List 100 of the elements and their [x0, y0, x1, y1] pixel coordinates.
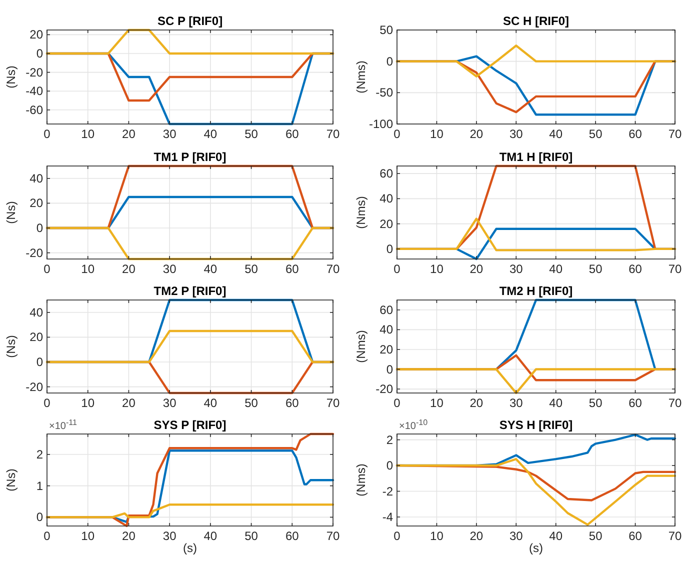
- y-tick-label: 1: [36, 478, 44, 493]
- text: ×10$^{-10}$: [399, 418, 428, 432]
- y-tick-label: -40: [26, 84, 44, 98]
- x-tick-label: 50: [588, 262, 603, 276]
- y-tick-label: -100: [368, 117, 394, 131]
- x-tick-label: 10: [430, 127, 444, 141]
- y-tick-label: -4: [382, 510, 394, 524]
- x-tick-label: 40: [204, 529, 218, 543]
- x-tick-label: 20: [122, 262, 136, 276]
- x-axis-title: (s): [529, 541, 543, 555]
- x-tick-label: 30: [162, 127, 177, 141]
- y-axis-title: (Ns): [4, 335, 18, 358]
- y-axis-title: (Nms): [354, 330, 368, 363]
- x-tick-label: 70: [668, 127, 682, 141]
- y-tick-label: 20: [30, 330, 44, 344]
- y-tick-label: 20: [30, 28, 44, 42]
- x-tick-label: 30: [162, 262, 177, 276]
- x-tick-label: 20: [122, 529, 136, 543]
- x-tick-label: 40: [204, 262, 218, 276]
- y-tick-label: 60: [380, 302, 394, 317]
- y-tick-label: 40: [380, 192, 394, 206]
- x-tick-label: 40: [204, 127, 218, 141]
- x-tick-label: 70: [668, 262, 682, 276]
- x-tick-label: 10: [430, 529, 444, 543]
- x-tick-label: 50: [588, 127, 603, 141]
- x-tick-label: 60: [628, 262, 642, 276]
- y-tick-label: -2: [382, 484, 394, 498]
- x-tick-label: 60: [628, 396, 642, 410]
- x-axis-title: (s): [183, 541, 197, 555]
- x-tick-label: 10: [430, 262, 444, 276]
- x-tick-label: 50: [244, 262, 258, 276]
- x-tick-label: 10: [81, 127, 95, 141]
- x-tick-label: 10: [81, 529, 95, 543]
- x-tick-label: 10: [430, 396, 444, 410]
- y-tick-label: 2: [36, 447, 44, 462]
- x-tick-label: 10: [81, 396, 95, 410]
- chart-title: TM2 P [RIF0]: [154, 284, 226, 298]
- x-tick-label: 70: [326, 262, 340, 276]
- y-tick-label: -60: [26, 102, 44, 117]
- x-tick-label: 70: [668, 396, 682, 410]
- x-tick-label: 70: [326, 529, 340, 543]
- y-tick-label: 0: [386, 242, 394, 256]
- x-tick-label: 30: [509, 127, 524, 141]
- x-tick-label: 40: [549, 127, 563, 141]
- x-tick-label: 50: [588, 529, 603, 543]
- y-tick-label: 0: [36, 355, 44, 369]
- y-tick-label: 40: [380, 322, 394, 337]
- y-axis-title: (Ns): [4, 66, 18, 88]
- x-tick-label: 50: [244, 529, 258, 543]
- y-tick-label: 0: [36, 221, 44, 235]
- y-axis-title: (Ns): [4, 201, 18, 224]
- x-tick-label: 50: [244, 396, 258, 410]
- x-tick-label: 30: [162, 396, 177, 410]
- x-tick-label: 70: [326, 127, 340, 141]
- x-tick-label: 20: [470, 127, 484, 141]
- y-axis-title: (Nms): [354, 196, 368, 229]
- chart-title: SC H [RIF0]: [503, 14, 570, 28]
- line-series: [396, 458, 676, 526]
- x-tick-label: 20: [470, 396, 484, 410]
- x-tick-label: 40: [549, 262, 563, 276]
- x-tick-label: 20: [122, 127, 136, 141]
- x-tick-label: 60: [285, 529, 300, 543]
- x-tick-label: 60: [285, 127, 300, 141]
- y-tick-label: -20: [26, 380, 44, 394]
- chart-title: SYS H [RIF0]: [499, 418, 573, 432]
- y-tick-label: 60: [380, 166, 394, 181]
- y-tick-label: 0: [36, 46, 44, 60]
- x-tick-label: 20: [470, 262, 484, 276]
- x-tick-label: 50: [244, 127, 258, 141]
- y-tick-label: 0: [386, 362, 394, 376]
- chart-title: SYS P [RIF0]: [154, 418, 226, 432]
- y-tick-label: 20: [380, 342, 394, 356]
- y-tick-label: -20: [376, 382, 394, 396]
- x-tick-label: 60: [628, 127, 642, 141]
- x-tick-label: 70: [326, 396, 340, 410]
- x-tick-label: 20: [470, 529, 484, 543]
- y-tick-label: 20: [380, 216, 394, 231]
- x-tick-label: 30: [509, 396, 524, 410]
- y-tick-label: 40: [30, 171, 44, 186]
- y-tick-label: 0: [386, 54, 394, 68]
- y-tick-label: -50: [376, 86, 394, 100]
- y-tick-label: 0: [36, 510, 44, 524]
- text: ×10$^{-11}$: [49, 418, 78, 432]
- y-tick-label: 20: [30, 196, 44, 210]
- x-tick-label: 10: [81, 262, 95, 276]
- x-tick-label: 60: [285, 262, 300, 276]
- x-tick-label: 30: [162, 529, 177, 543]
- line-series: [46, 504, 334, 518]
- x-tick-label: 30: [509, 529, 524, 543]
- x-tick-label: 20: [122, 396, 136, 410]
- x-tick-label: 50: [588, 396, 603, 410]
- chart-title: SC P [RIF0]: [157, 14, 223, 28]
- y-tick-label: 40: [30, 305, 44, 320]
- y-tick-label: -20: [26, 65, 44, 80]
- y-axis-title: (Nms): [354, 464, 368, 496]
- y-axis-title: (Ns): [4, 468, 18, 492]
- x-tick-label: 40: [549, 529, 563, 543]
- y-tick-label: 50: [380, 23, 394, 37]
- x-tick-label: 30: [509, 262, 524, 276]
- y-tick-label: -20: [26, 246, 44, 260]
